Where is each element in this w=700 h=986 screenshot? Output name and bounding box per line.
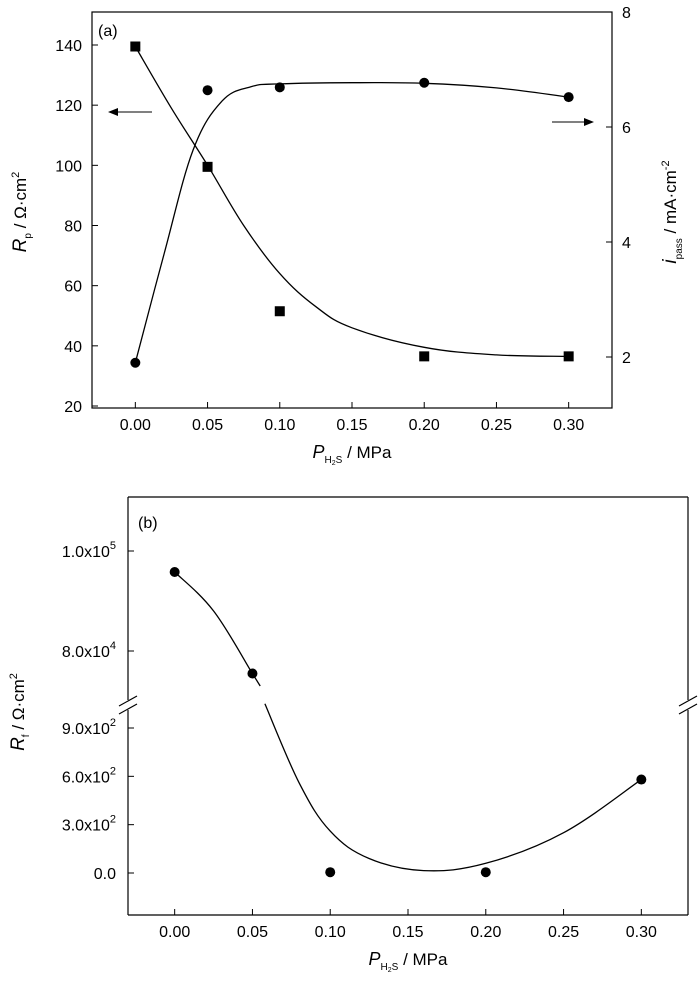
left-arrow: [108, 108, 152, 116]
y-left-tick-label: 80: [64, 219, 82, 236]
y-right-tick-label: 4: [622, 235, 631, 252]
y-tick-label: 8.0x104: [62, 640, 116, 661]
right-arrow: [552, 118, 594, 126]
x-axis-label: PH2S / MPa: [313, 442, 392, 467]
y-right-axis-label: ipass / mA·cm-2: [660, 160, 685, 263]
y-left-tick-label: 100: [55, 158, 82, 175]
x-tick-label: 0.20: [409, 417, 440, 434]
panel-b-chart: 0.0 3.0x102 6.0x102 9.0x102 8.0x104 1.0x105 0.…: [8, 496, 698, 974]
rf-fit-curve-upper: [174, 571, 261, 687]
x-tick-label: 0.05: [237, 924, 268, 941]
rf-point: [247, 668, 258, 679]
arrow-head: [584, 118, 594, 126]
y-left-tick-label: 120: [55, 98, 82, 115]
break-mark: [678, 695, 698, 707]
y-left-axis-label: Rp / Ω·cm2: [10, 172, 34, 253]
x-axis-label: PH2S / MPa: [369, 949, 448, 974]
rf-point: [325, 867, 336, 878]
x-tick-label: 0.15: [336, 417, 367, 434]
x-tick-label: 0.15: [392, 924, 423, 941]
x-tick-label: 0.00: [159, 924, 190, 941]
y-left-tick-label: 40: [64, 339, 82, 356]
rf-point: [480, 867, 491, 878]
x-tick-label: 0.00: [120, 417, 151, 434]
rp-fit-curve: [134, 46, 569, 358]
arrow-head: [108, 108, 118, 116]
x-tick-label: 0.10: [264, 417, 295, 434]
x-tick-label: 0.10: [315, 924, 346, 941]
y-left-tick-label: 20: [64, 399, 82, 416]
break-mark: [678, 703, 698, 715]
axis-break-right: [678, 695, 698, 715]
panel-label: (a): [98, 23, 118, 40]
y-left-tick-label: 60: [64, 279, 82, 296]
axis-break-left: [118, 695, 138, 715]
x-tick-label: 0.30: [553, 417, 584, 434]
ipass-point: [563, 92, 574, 103]
x-tick-label: 0.20: [470, 924, 501, 941]
rp-point: [419, 351, 430, 362]
y-tick-label: 0.0: [94, 866, 116, 883]
ipass-point: [130, 357, 141, 368]
plot-frame: [91, 11, 613, 409]
break-mark: [118, 695, 138, 707]
y-tick-label: 9.0x102: [62, 717, 116, 738]
ipass-point: [274, 82, 285, 93]
panel-label: (b): [138, 515, 158, 532]
rp-point: [563, 351, 574, 362]
ipass-point: [202, 85, 213, 96]
y-right-tick-label: 8: [622, 5, 631, 22]
y-tick-label: 3.0x102: [62, 814, 116, 835]
break-mark: [118, 703, 138, 715]
panel-a-chart: 20 40 60 80 100 120 140 2 4 6 8 0.00 0.05 0.10 0.15 0.2…: [10, 5, 685, 467]
x-tick-label: 0.25: [481, 417, 512, 434]
ipass-fit-curve: [134, 81, 569, 363]
x-tick-label: 0.25: [548, 924, 579, 941]
rp-point: [202, 161, 213, 172]
x-tick-label: 0.30: [626, 924, 657, 941]
rf-fit-curve-lower: [264, 703, 642, 872]
ipass-point: [419, 77, 430, 88]
y-tick-label: 1.0x105: [62, 540, 116, 561]
x-tick-label: 0.05: [192, 417, 223, 434]
rf-point: [169, 567, 180, 577]
y-tick-label: 6.0x102: [62, 765, 116, 786]
y-axis-label: Rf / Ω·cm2: [8, 673, 32, 751]
rf-point: [636, 774, 647, 785]
rp-point: [130, 41, 141, 52]
rp-point: [274, 306, 285, 317]
y-right-tick-label: 2: [622, 350, 631, 367]
y-right-tick-label: 6: [622, 120, 631, 137]
y-left-tick-label: 140: [55, 38, 82, 55]
